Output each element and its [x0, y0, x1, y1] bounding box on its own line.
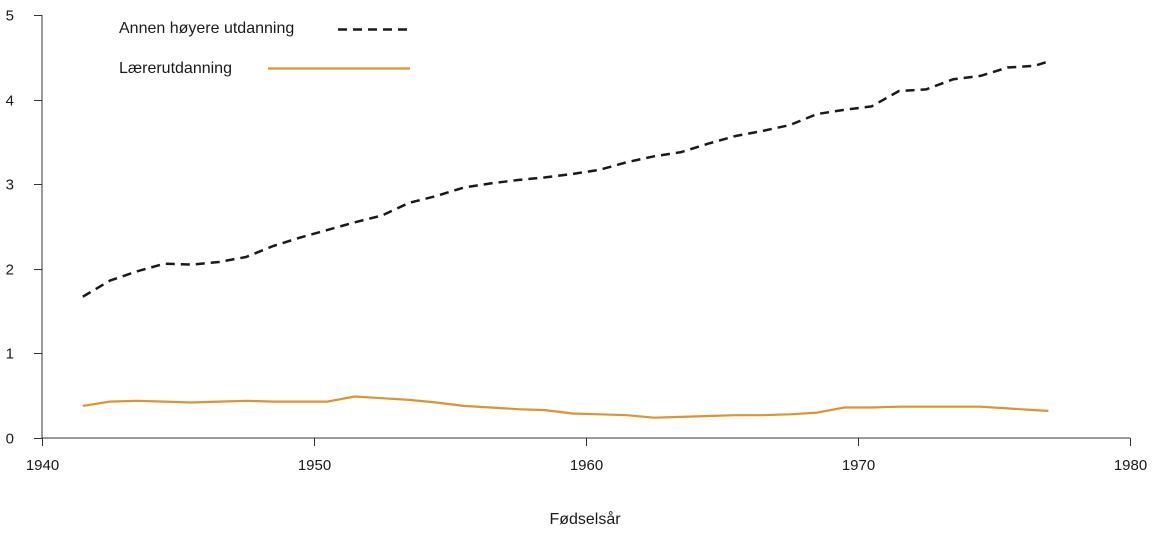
y-tick-label: 0: [6, 431, 14, 448]
series-line-2: [82, 395, 1049, 419]
x-tick-label: 1960: [570, 457, 603, 474]
y-tick-label: 2: [6, 262, 14, 279]
x-axis-title: Fødselsår: [549, 510, 621, 528]
y-tick-label: 3: [6, 177, 14, 194]
series-line-1: [82, 60, 1049, 298]
legend-label-1: Annen høyere utdanning: [119, 20, 294, 37]
y-tick-label: 5: [6, 8, 14, 25]
x-tick-label: 1940: [26, 457, 59, 474]
x-tick-label: 1970: [842, 457, 875, 474]
x-tick-label: 1980: [1114, 457, 1147, 474]
legend: Annen høyere utdanning Lærerutdanning: [119, 20, 412, 77]
y-tick-label: 4: [6, 93, 14, 110]
axes: 0 1 2 3 4 5 1940 1950 1960 1970 1980: [6, 8, 1148, 475]
x-tick-label: 1950: [298, 457, 331, 474]
y-tick-label: 1: [6, 346, 14, 363]
legend-label-2: Lærerutdanning: [119, 60, 232, 77]
series-group: [82, 60, 1049, 419]
